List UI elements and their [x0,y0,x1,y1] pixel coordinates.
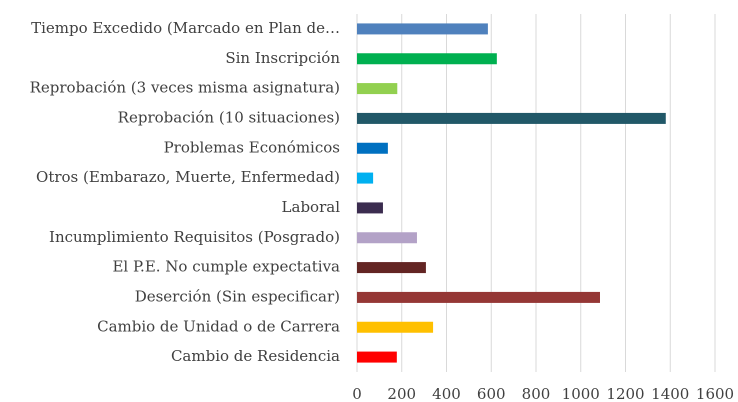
y-tick-label: Incumplimiento Requisitos (Posgrado) [49,228,340,246]
bar [357,262,426,274]
y-tick-label: Deserción (Sin especificar) [135,287,340,305]
bar [357,83,398,95]
y-tick-label: Cambio de Unidad o de Carrera [97,317,340,335]
bar [357,142,388,154]
bar [357,321,434,333]
y-tick-label: Reprobación (10 situaciones) [118,108,340,126]
y-tick-label: Laboral [282,198,341,216]
y-tick-label: Problemas Económicos [164,138,340,156]
y-tick-label: Sin Inscripción [225,49,340,67]
bar [357,112,666,124]
x-tick-label: 200 [387,385,416,402]
bar [357,291,600,303]
y-tick-label: Cambio de Residencia [171,347,340,365]
x-tick-label: 1600 [696,385,734,402]
y-tick-label: Otros (Embarazo, Muerte, Enfermedad) [36,168,340,186]
bar [357,53,497,65]
x-tick-label: 1400 [651,385,689,402]
x-tick-label: 400 [432,385,461,402]
x-tick-label: 0 [352,385,362,402]
x-tick-label: 1200 [606,385,644,402]
x-tick-label: 1000 [562,385,600,402]
y-tick-label: Reprobación (3 veces misma asignatura) [30,79,340,97]
bar [357,172,374,184]
x-tick-label: 600 [477,385,506,402]
bar [357,23,488,35]
bar [357,202,383,214]
bar [357,232,417,244]
x-tick-label: 800 [522,385,551,402]
bar [357,351,397,363]
y-tick-label: Tiempo Excedido (Marcado en Plan de… [31,19,340,37]
y-tick-label: El P.E. No cumple expectativa [112,258,340,276]
